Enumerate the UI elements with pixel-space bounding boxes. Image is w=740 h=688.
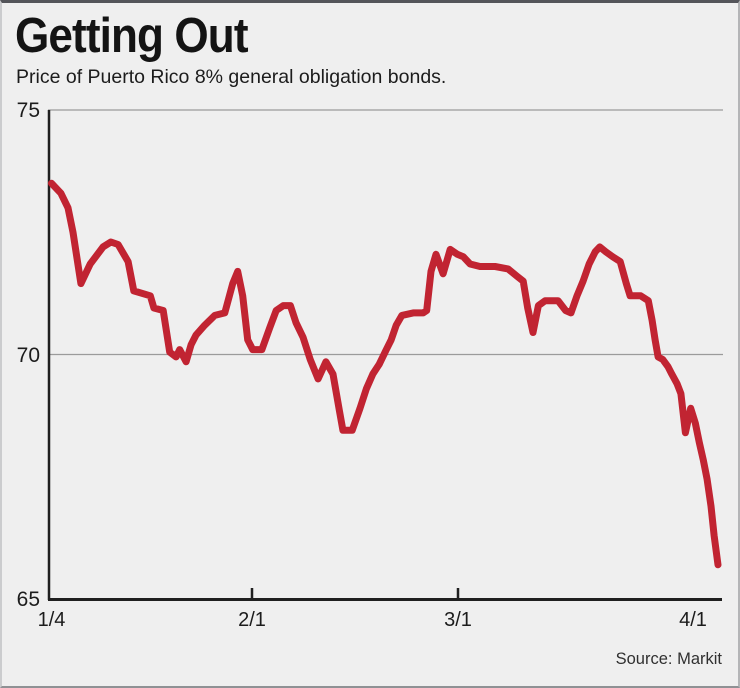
x-axis-label-feb: 2/1 [238, 609, 266, 631]
chart-subtitle: Price of Puerto Rico 8% general obligati… [16, 66, 447, 88]
price-line [48, 179, 722, 569]
source-label: Source: Markit [615, 650, 722, 668]
y-axis-label-70: 70 [16, 343, 40, 367]
y-axis-label-75: 75 [16, 99, 40, 122]
y-axis-label-65: 65 [16, 588, 40, 611]
x-axis-label-mar: 3/1 [444, 609, 472, 631]
x-axis-label-jan: 1/4 [37, 609, 66, 631]
x-axis-label-apr: 4/1 [679, 609, 707, 631]
chart-title: Getting Out [15, 9, 249, 63]
